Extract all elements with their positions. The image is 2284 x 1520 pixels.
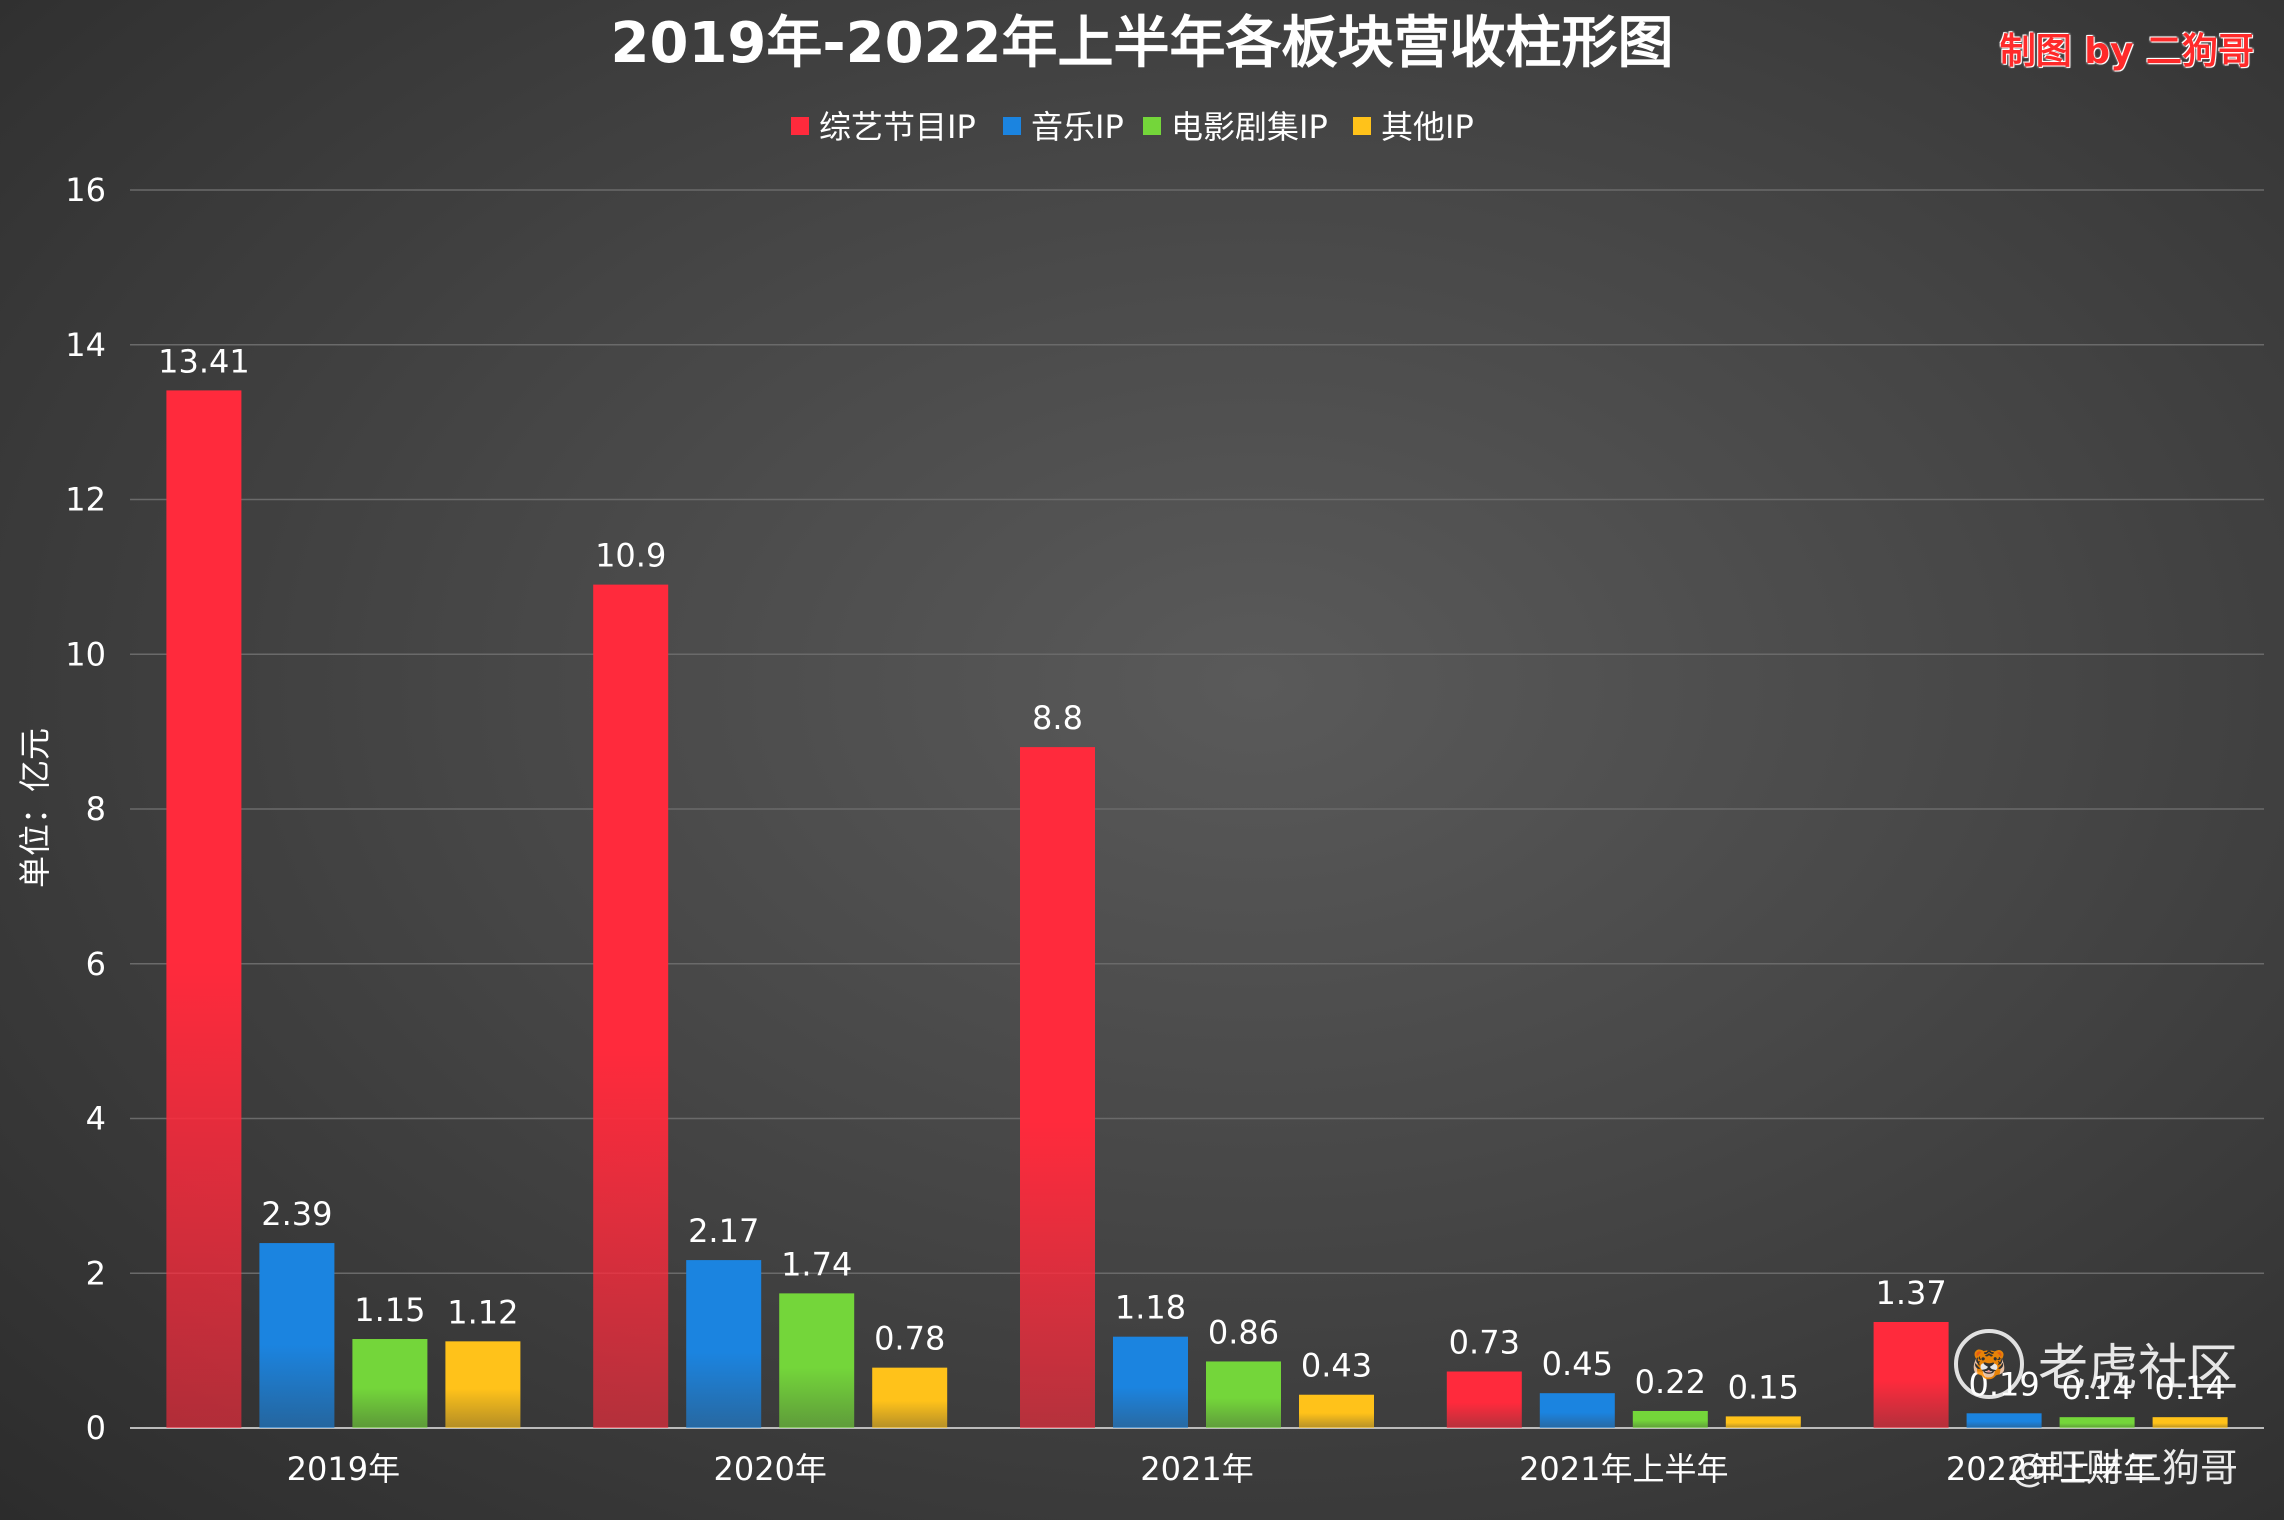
data-label: 0.14	[2154, 1369, 2225, 1407]
legend-item: 电影剧集IP	[1143, 108, 1328, 146]
legend-label: 音乐IP	[1031, 108, 1124, 146]
y-tick-label: 4	[86, 1100, 106, 1138]
bar	[259, 1243, 335, 1428]
x-axis-labels: 2019年 2020年 2021年 2021年上半年 2022年上半年	[287, 1450, 2156, 1488]
bar	[1020, 747, 1095, 1428]
bar	[779, 1293, 855, 1428]
bar	[1873, 1321, 1949, 1428]
x-tick-label: 2019年	[287, 1450, 400, 1488]
legend-item: 综艺节目IP	[791, 108, 976, 146]
y-tick-label: 8	[86, 790, 106, 828]
bar	[166, 390, 242, 1428]
bar	[1632, 1410, 1708, 1428]
x-tick-label: 2020年	[713, 1450, 826, 1488]
data-label: 0.22	[1635, 1363, 1706, 1401]
y-tick-label: 0	[86, 1409, 106, 1447]
bar	[1966, 1413, 2042, 1428]
data-label: 0.43	[1301, 1347, 1372, 1385]
tiger-logo-icon: 🐯	[1954, 1329, 2024, 1399]
x-tick-label: 2021年上半年	[1519, 1450, 1728, 1488]
y-tick-label: 6	[86, 945, 106, 983]
bar	[445, 1341, 521, 1428]
grid: 0 2 4 6 8 10 12 14 16	[65, 171, 2264, 1447]
bar	[1446, 1371, 1522, 1428]
legend-swatch	[791, 117, 809, 135]
data-label: 1.74	[781, 1245, 852, 1283]
data-label: 0.73	[1449, 1324, 1520, 1362]
watermark: 🐯 老虎社区	[1954, 1328, 2238, 1400]
bar	[1299, 1394, 1374, 1428]
data-label: 10.9	[595, 537, 666, 575]
data-label: 0.15	[1728, 1368, 1799, 1406]
data-label: 0.78	[874, 1320, 945, 1358]
data-label: 13.41	[158, 342, 250, 380]
legend-item: 音乐IP	[1003, 108, 1124, 146]
bar	[1725, 1416, 1801, 1428]
bar	[1113, 1336, 1188, 1428]
data-label: 1.15	[354, 1291, 425, 1329]
data-label: 8.8	[1032, 699, 1083, 737]
data-label: 1.37	[1875, 1274, 1946, 1312]
x-tick-label: 2022年上半年	[1946, 1450, 2155, 1488]
data-label: 0.45	[1542, 1345, 1613, 1383]
bar	[686, 1260, 762, 1428]
y-tick-label: 2	[86, 1254, 106, 1292]
legend: 综艺节目IP 音乐IP 电影剧集IP 其他IP	[791, 108, 1474, 146]
legend-label: 电影剧集IP	[1171, 108, 1328, 146]
data-label: 2.39	[261, 1195, 332, 1233]
y-tick-label: 10	[65, 635, 106, 673]
legend-label: 综艺节目IP	[819, 108, 976, 146]
bar	[2059, 1417, 2135, 1428]
bar	[872, 1367, 948, 1428]
legend-swatch	[1003, 117, 1021, 135]
bars: 13.41 2.39 1.15 1.12 10.9 2.17 1.74 0.78 8.8 1.18…	[158, 342, 2228, 1428]
legend-swatch	[1143, 117, 1161, 135]
y-tick-label: 14	[65, 326, 106, 364]
y-tick-label: 12	[65, 481, 106, 519]
data-label: 0.14	[2061, 1369, 2132, 1407]
x-tick-label: 2021年	[1140, 1450, 1253, 1488]
bar	[1539, 1393, 1615, 1428]
legend-swatch	[1353, 117, 1371, 135]
legend-label: 其他IP	[1381, 108, 1474, 146]
data-label: 1.18	[1115, 1289, 1186, 1327]
bar	[593, 584, 669, 1428]
chart-title: 2019年-2022年上半年各板块营收柱形图	[611, 11, 1674, 76]
chart-credit: 制图 by 二狗哥	[1999, 31, 2254, 72]
watermark-user: @旺财二狗哥	[2009, 1446, 2238, 1490]
legend-item: 其他IP	[1353, 108, 1474, 146]
data-label: 2.17	[688, 1212, 759, 1250]
y-axis-label: 单位：亿元	[16, 728, 54, 888]
bar	[352, 1339, 428, 1428]
y-tick-label: 16	[65, 171, 106, 209]
data-label: 1.12	[447, 1293, 518, 1331]
bar	[1206, 1361, 1281, 1428]
watermark-brand: 老虎社区	[2038, 1339, 2238, 1397]
data-label: 0.86	[1208, 1313, 1279, 1351]
bar	[2152, 1417, 2228, 1428]
